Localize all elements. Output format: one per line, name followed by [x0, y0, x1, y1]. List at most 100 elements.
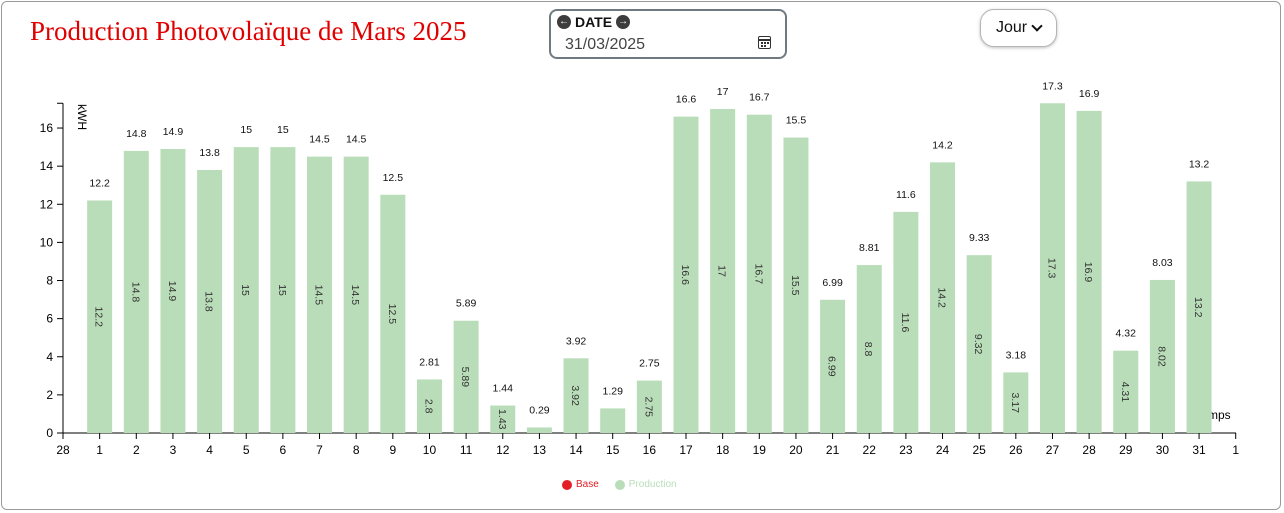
bar-inner-label: 8.8: [862, 342, 874, 357]
y-tick-label: 8: [46, 274, 53, 288]
legend-swatch-production: [614, 479, 625, 490]
y-tick-label: 12: [40, 197, 54, 211]
bar-top-label: 3.18: [1006, 349, 1027, 361]
bar-31: [1186, 181, 1212, 433]
bar-inner-label: 16.7: [752, 264, 764, 285]
bar-inner-label: 14.9: [166, 281, 178, 302]
calendar-icon[interactable]: [758, 36, 771, 49]
bar-top-label: 2.81: [419, 356, 440, 368]
bar-top-label: 14.5: [346, 134, 367, 146]
x-tick-label: 20: [789, 443, 803, 457]
bar-top-label: 3.92: [566, 335, 587, 347]
bar-inner-label: 14.2: [936, 287, 948, 308]
x-tick-label: 7: [316, 443, 323, 457]
x-tick-label: 28: [1082, 443, 1096, 457]
bar-inner-label: 5.89: [459, 367, 471, 388]
bar-top-label: 12.5: [383, 172, 404, 184]
bar-inner-label: 14.8: [129, 282, 141, 303]
bar-18: [710, 108, 736, 433]
bar-top-label: 17: [717, 86, 729, 98]
bar-7: [307, 156, 333, 433]
x-tick-label: 5: [243, 443, 250, 457]
bar-top-label: 6.99: [822, 277, 843, 289]
bar-21: [820, 299, 846, 433]
bar-top-label: 14.2: [932, 139, 953, 151]
y-tick-label: 2: [46, 388, 53, 402]
bar-inner-label: 11.6: [899, 313, 911, 333]
bar-inner-label: 12.5: [386, 304, 398, 325]
bar-top-label: 14.5: [309, 134, 330, 146]
x-tick-label: 11: [460, 443, 473, 457]
bar-20: [783, 137, 809, 433]
bar-inner-label: 1.43: [496, 409, 508, 430]
bar-6: [270, 147, 296, 433]
bar-top-label: 15: [277, 124, 289, 136]
bar-inner-label: 13.2: [1192, 297, 1204, 318]
date-picker-header: ← DATE →: [557, 14, 631, 30]
bar-inner-label: 15.5: [789, 275, 801, 296]
bar-top-label: 12.2: [89, 177, 110, 189]
bar-top-label: 15.5: [786, 115, 807, 127]
bar-top-label: 4.32: [1116, 328, 1137, 340]
bar-inner-label: 13.8: [203, 291, 215, 312]
x-tick-label: 1: [96, 443, 103, 457]
x-tick-label: 14: [569, 443, 583, 457]
bar-top-label: 11.6: [896, 189, 916, 201]
bar-top-label: 16.7: [749, 92, 770, 104]
x-tick-label: 6: [280, 443, 287, 457]
bar-top-label: 16.6: [676, 94, 697, 106]
bar-inner-label: 2.8: [422, 399, 434, 414]
bar-top-label: 2.75: [639, 358, 660, 370]
legend-item-base[interactable]: Base: [562, 479, 599, 490]
x-tick-label: 29: [1119, 443, 1133, 457]
bar-23: [893, 211, 919, 433]
bar-top-label: 9.33: [969, 232, 990, 244]
legend-swatch-base: [562, 479, 572, 490]
period-select-value: Jour: [995, 19, 1028, 36]
x-tick-label: 23: [899, 443, 913, 457]
bar-inner-label: 16.6: [679, 265, 691, 286]
x-tick-label: 2: [133, 443, 140, 457]
bar-1: [87, 200, 113, 433]
bar-9: [380, 194, 406, 433]
x-tick-label: 26: [1009, 443, 1023, 457]
bar-top-label: 14.8: [126, 128, 147, 140]
bar-10: [416, 379, 442, 433]
y-tick-label: 6: [46, 312, 53, 326]
bar-inner-label: 14.5: [313, 285, 325, 306]
bar-inner-label: 2.75: [642, 397, 654, 418]
bar-inner-label: 8.02: [1155, 346, 1167, 367]
y-axis-label: kWH: [75, 104, 89, 130]
bar-19: [746, 114, 772, 433]
page-title: Production Photovolaïque de Mars 2025: [30, 16, 467, 46]
x-tick-label: 4: [206, 443, 213, 457]
bar-inner-label: 15: [276, 284, 288, 296]
bar-28: [1076, 110, 1102, 434]
bar-2: [123, 150, 149, 434]
bar-inner-label: 4.31: [1119, 382, 1131, 403]
x-tick-label: 27: [1046, 443, 1060, 457]
x-tick-label: 15: [606, 443, 620, 457]
bar-17: [673, 116, 699, 433]
arrow-right-circle-icon[interactable]: →: [616, 15, 631, 29]
x-tick-label: 31: [1192, 443, 1206, 457]
bar-top-label: 17.3: [1042, 80, 1063, 92]
x-tick-label: 10: [423, 443, 437, 457]
bar-inner-label: 15: [239, 284, 251, 296]
bar-5: [233, 147, 259, 433]
y-tick-label: 4: [46, 350, 53, 364]
bar-11: [453, 320, 479, 433]
bar-15: [600, 408, 626, 433]
x-tick-label: 21: [826, 443, 840, 457]
period-select[interactable]: Jour: [980, 9, 1057, 47]
bar-16: [636, 380, 662, 433]
bar-top-label: 15: [240, 124, 252, 136]
y-tick-label: 14: [40, 159, 54, 173]
legend-item-production[interactable]: Production: [614, 479, 677, 490]
arrow-left-circle-icon[interactable]: ←: [557, 15, 571, 29]
bar-top-label: 8.03: [1152, 257, 1173, 269]
y-tick-label: 10: [40, 235, 54, 249]
date-input[interactable]: [565, 35, 745, 55]
bar-inner-label: 3.17: [1009, 392, 1021, 413]
x-tick-label: 16: [643, 443, 657, 457]
